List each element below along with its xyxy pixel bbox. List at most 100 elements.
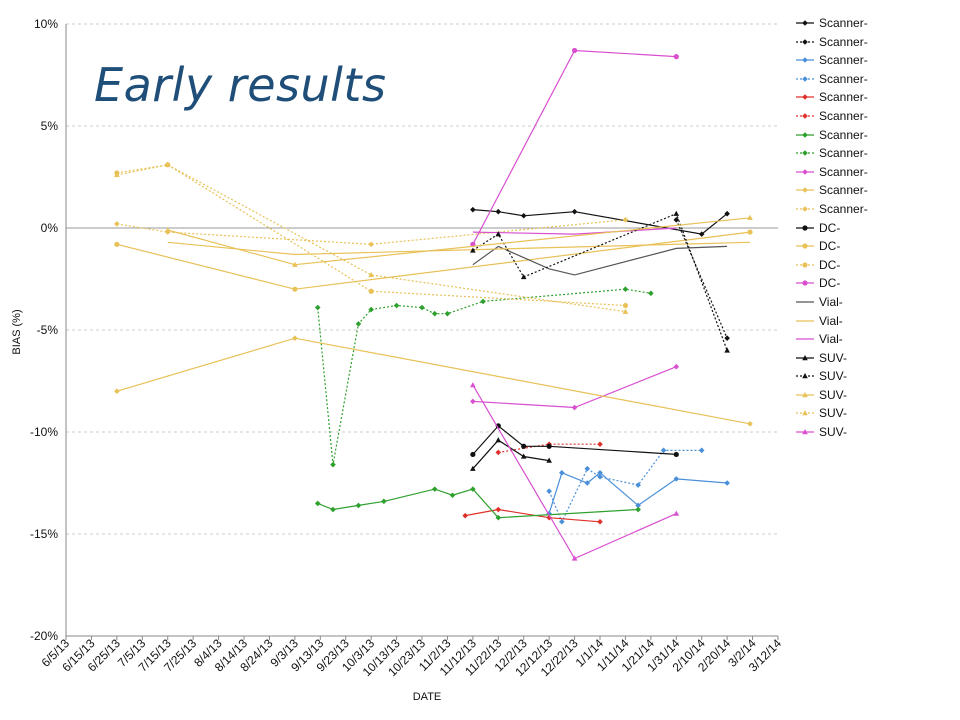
data-point	[520, 453, 527, 459]
legend-label: Vial-	[819, 332, 843, 347]
data-point	[673, 210, 680, 216]
data-point	[546, 457, 552, 463]
data-point	[495, 437, 502, 443]
data-point	[802, 206, 808, 212]
data-point	[355, 321, 362, 327]
legend-swatch	[796, 280, 814, 286]
y-tick-label: 0%	[41, 221, 59, 235]
data-point	[314, 500, 321, 507]
legend-label: Scanner-	[819, 53, 868, 68]
series-10	[114, 335, 753, 427]
series-line	[498, 443, 600, 453]
data-point	[802, 280, 808, 286]
data-point	[470, 451, 476, 458]
data-point	[114, 171, 120, 178]
data-point	[635, 502, 641, 509]
series-4	[546, 447, 705, 525]
data-point	[462, 512, 469, 519]
data-point	[802, 57, 808, 63]
legend-item: Scanner-	[795, 181, 945, 200]
legend-swatch	[796, 224, 814, 231]
data-point	[802, 38, 808, 45]
legend-label: Vial-	[819, 294, 843, 309]
series-line	[116, 164, 626, 307]
data-point	[673, 476, 680, 482]
data-point	[368, 306, 374, 313]
data-point	[724, 347, 730, 353]
data-point	[495, 449, 502, 456]
legend-label: SUV-	[819, 350, 848, 365]
data-point	[470, 398, 476, 405]
legend-item: Vial-	[795, 293, 945, 312]
data-point	[444, 310, 451, 317]
legend-swatch	[796, 150, 814, 156]
legend-item: SUV-	[795, 349, 945, 368]
series-8	[314, 286, 654, 468]
data-point	[802, 429, 808, 435]
legend-swatch	[796, 20, 814, 26]
legend-item: Vial-	[795, 312, 945, 331]
data-point	[393, 302, 400, 309]
legend-swatch	[796, 187, 814, 194]
data-point	[584, 480, 591, 486]
data-point	[724, 480, 730, 486]
data-point	[698, 231, 705, 237]
legend-item: DC-	[795, 256, 945, 275]
data-point	[546, 514, 552, 521]
data-point	[802, 187, 808, 194]
series-line	[472, 439, 550, 470]
legend-label: Vial-	[819, 313, 843, 328]
legend-item: DC-	[795, 274, 945, 293]
series-line	[116, 164, 626, 313]
data-point	[635, 482, 641, 488]
data-point	[449, 492, 456, 499]
legend-swatch	[796, 206, 814, 212]
series-23	[470, 382, 680, 561]
legend-label: SUV-	[819, 369, 848, 384]
data-point	[470, 465, 476, 471]
data-point	[520, 212, 527, 219]
legend-item: DC-	[795, 219, 945, 238]
legend: Scanner- Scanner- Scanner- Scanner- Scanner-…	[795, 14, 945, 442]
legend-item: Scanner-	[795, 163, 945, 182]
legend-label: Scanner-	[819, 183, 868, 198]
legend-item: Scanner-	[795, 33, 945, 52]
data-point	[571, 47, 578, 54]
legend-label: SUV-	[819, 425, 848, 440]
series-15	[470, 47, 679, 247]
data-point	[431, 486, 438, 492]
data-point	[584, 465, 591, 472]
legend-label: SUV-	[819, 387, 848, 402]
data-point	[480, 298, 486, 305]
series-line	[472, 227, 677, 235]
legend-swatch	[796, 113, 814, 119]
series-9	[470, 363, 680, 411]
data-point	[571, 555, 578, 561]
overlay-title: Early results	[94, 58, 387, 112]
data-point	[314, 304, 321, 311]
legend-label: DC-	[819, 276, 841, 291]
data-point	[597, 474, 603, 480]
series-group	[114, 47, 753, 561]
legend-item: Scanner-	[795, 144, 945, 163]
legend-label: Scanner-	[819, 164, 868, 179]
data-point	[597, 518, 603, 525]
legend-swatch	[796, 429, 814, 435]
y-tick-label: -10%	[30, 425, 58, 439]
legend-label: Scanner-	[819, 34, 868, 49]
legend-item: Scanner-	[795, 107, 945, 126]
legend-label: Scanner-	[819, 127, 868, 142]
data-point	[114, 388, 120, 394]
data-point	[495, 506, 502, 513]
data-point	[495, 514, 502, 521]
data-point	[802, 131, 808, 138]
series-1	[470, 206, 730, 237]
series-7	[314, 486, 641, 521]
legend-item: Scanner-	[795, 126, 945, 145]
data-point	[622, 308, 629, 314]
data-point	[470, 247, 476, 253]
y-tick-label: 10%	[34, 17, 58, 31]
legend-swatch	[796, 168, 814, 175]
legend-label: DC-	[819, 257, 841, 272]
